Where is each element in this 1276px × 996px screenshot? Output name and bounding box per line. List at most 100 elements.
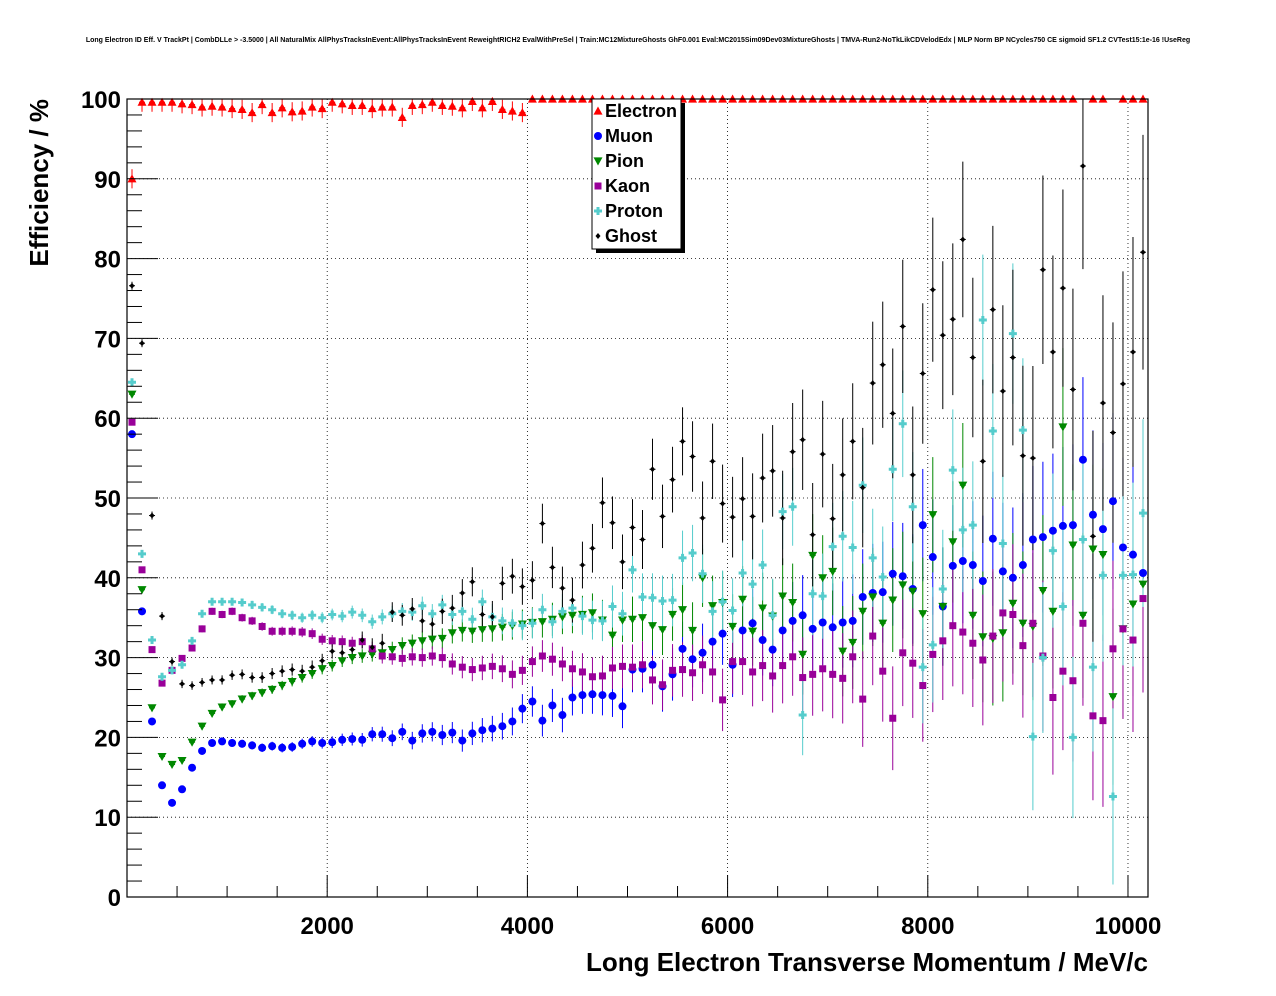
data-point xyxy=(148,717,157,726)
data-point xyxy=(738,626,747,635)
data-point xyxy=(347,654,357,663)
data-point xyxy=(438,600,447,609)
data-point xyxy=(487,625,497,634)
data-point xyxy=(398,654,406,662)
data-point xyxy=(1108,693,1118,702)
data-point xyxy=(147,97,157,106)
data-point xyxy=(1068,733,1077,742)
data-point xyxy=(1110,429,1116,436)
data-point xyxy=(800,436,806,443)
data-point xyxy=(479,611,485,618)
data-point xyxy=(839,674,847,682)
data-point xyxy=(167,97,177,106)
data-point xyxy=(327,661,337,671)
data-point xyxy=(158,781,167,790)
data-point xyxy=(1118,543,1127,552)
data-point xyxy=(238,598,247,607)
data-point xyxy=(259,674,265,681)
data-point xyxy=(1138,569,1147,578)
data-point xyxy=(1048,607,1058,616)
data-point xyxy=(1108,497,1117,506)
y-tick-label: 10 xyxy=(94,805,121,832)
data-point xyxy=(968,611,978,620)
data-point xyxy=(898,581,908,590)
data-point xyxy=(808,589,817,598)
data-point xyxy=(319,657,325,664)
data-point xyxy=(498,665,506,673)
data-point xyxy=(138,549,147,558)
data-point xyxy=(990,306,996,313)
y-axis-title: Efficiency / % xyxy=(24,99,54,267)
data-point xyxy=(1088,663,1097,672)
data-point xyxy=(670,476,676,483)
data-point xyxy=(168,798,177,807)
data-point xyxy=(249,674,255,681)
data-point xyxy=(868,553,877,562)
data-point xyxy=(858,592,867,601)
data-point xyxy=(688,549,697,558)
data-point xyxy=(329,648,335,655)
data-point xyxy=(488,662,496,670)
data-point xyxy=(1119,625,1127,633)
data-point xyxy=(889,714,897,722)
data-point xyxy=(429,621,435,628)
data-point xyxy=(638,614,648,623)
data-point xyxy=(658,626,668,635)
data-point xyxy=(759,662,767,670)
data-point xyxy=(689,669,697,677)
data-point xyxy=(1139,595,1147,603)
data-point xyxy=(1089,712,1097,720)
data-point xyxy=(417,637,427,646)
data-point xyxy=(428,727,437,736)
data-point xyxy=(678,644,687,653)
data-point xyxy=(157,752,167,762)
data-point xyxy=(219,676,225,683)
data-point xyxy=(568,665,576,673)
data-point xyxy=(287,677,297,687)
legend-entry-kaon: Kaon xyxy=(594,176,650,196)
chart-title: Long Electron ID Eff. V TrackPt | CombDL… xyxy=(86,37,1190,44)
data-point xyxy=(948,561,957,570)
data-point xyxy=(640,536,646,543)
data-point xyxy=(1008,573,1017,582)
data-point xyxy=(700,514,706,521)
data-point xyxy=(408,653,416,661)
data-point xyxy=(517,108,527,117)
data-point xyxy=(989,632,997,640)
legend-entry-electron: Electron xyxy=(593,101,677,121)
data-point xyxy=(650,466,656,473)
data-point xyxy=(908,502,917,511)
data-point xyxy=(950,316,956,323)
data-point xyxy=(627,615,637,624)
data-point xyxy=(1099,717,1107,725)
data-point xyxy=(948,466,957,475)
data-point xyxy=(548,701,557,710)
data-point xyxy=(708,637,717,646)
data-point xyxy=(1020,452,1026,459)
data-point xyxy=(648,660,657,669)
data-point xyxy=(177,756,187,766)
data-point xyxy=(838,532,847,541)
data-point xyxy=(849,653,857,661)
x-tick-label: 10000 xyxy=(1095,913,1162,940)
data-point xyxy=(297,106,307,115)
data-point xyxy=(337,99,347,108)
data-point xyxy=(178,654,186,662)
data-point xyxy=(587,609,597,618)
data-point xyxy=(778,592,788,601)
data-point xyxy=(860,484,866,491)
data-point xyxy=(338,638,346,646)
data-point xyxy=(668,596,677,605)
data-point xyxy=(558,660,566,668)
data-point xyxy=(238,614,246,622)
y-tick-label: 70 xyxy=(94,326,121,353)
data-point xyxy=(457,626,467,635)
data-point xyxy=(830,515,836,522)
data-point xyxy=(910,471,916,478)
data-point xyxy=(618,662,626,670)
data-point xyxy=(238,739,247,748)
data-point xyxy=(688,655,697,664)
x-tick-label: 8000 xyxy=(901,913,954,940)
data-point xyxy=(768,645,777,654)
data-point xyxy=(1018,426,1027,435)
